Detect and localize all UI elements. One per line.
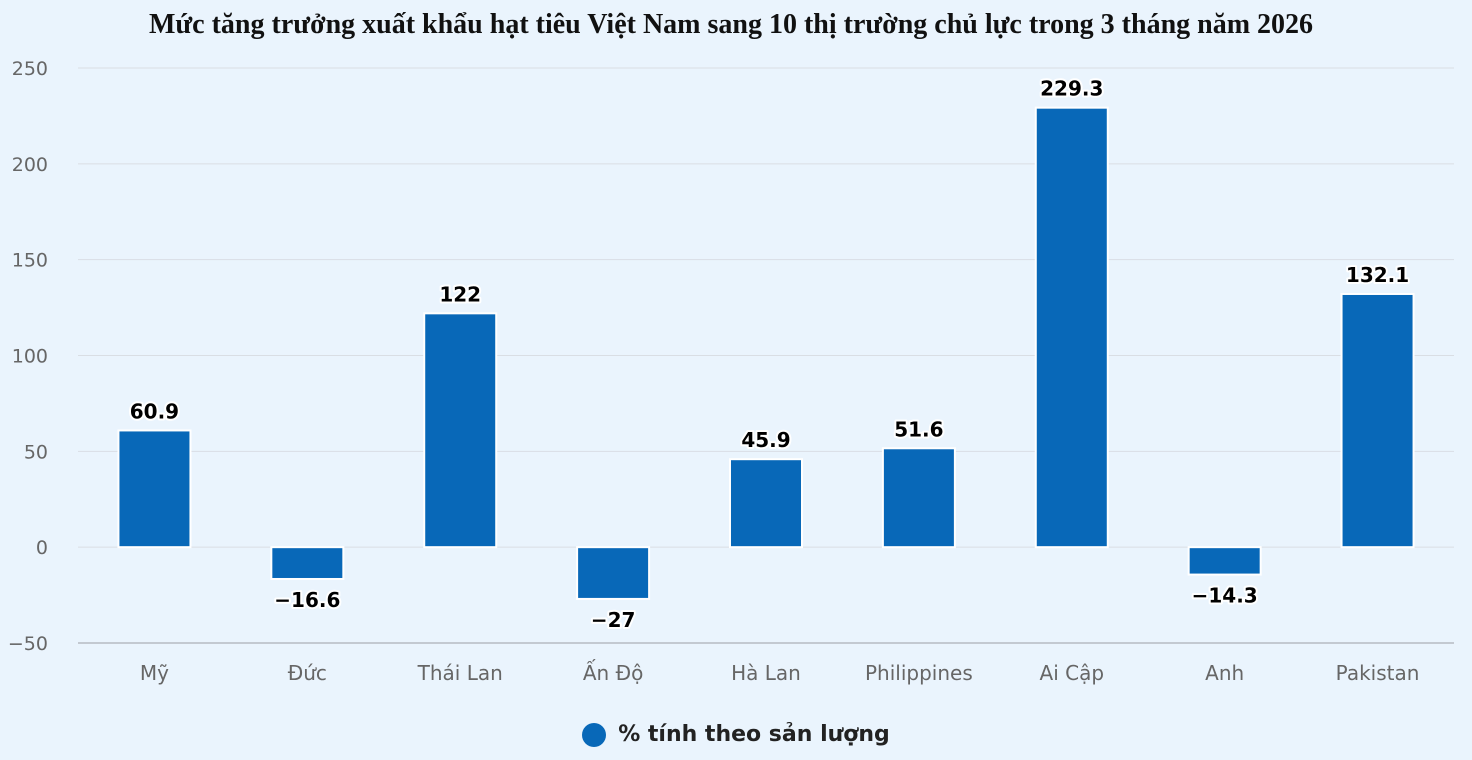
x-tick-label: Pakistan [1336,661,1420,685]
x-tick-label: Thái Lan [417,661,503,685]
x-tick-label: Ai Cập [1040,661,1105,685]
bar[interactable] [1187,546,1262,576]
y-tick-label: 100 [12,346,48,368]
bar[interactable] [117,429,192,549]
data-label: −16.6 [274,588,340,612]
x-axis-ticks: Mỹ Đức Thái Lan Ấn Độ Hà Lan Philippines Ai Cậ… [140,660,1420,685]
y-tick-label: 50 [24,441,48,463]
data-label: 45.9 [741,428,790,452]
chart-title: Mức tăng trưởng xuất khẩu hạt tiêu Việt … [148,9,1314,40]
x-tick-label: Philippines [865,661,973,685]
x-tick-label: Mỹ [140,661,169,685]
legend-marker-icon [582,722,607,747]
legend[interactable]: % tính theo sản lượng [0,722,1472,747]
data-label: 132.1 [1346,263,1409,287]
y-tick-label: 150 [12,250,48,272]
bar[interactable] [576,546,651,600]
bar[interactable] [1340,292,1415,549]
y-axis-ticks: 250 200 150 100 50 0 −50 [8,58,48,655]
data-labels: 60.9 −16.6 122 −27 45.9 51.6 229.3 −14.3 132.1 [128,75,1411,634]
bars [117,106,1415,600]
bar[interactable] [1034,106,1109,549]
bar[interactable] [270,546,345,580]
bar[interactable] [423,312,498,549]
data-label: −27 [591,608,636,632]
y-tick-label: 0 [36,537,48,559]
x-tick-label: Anh [1205,661,1244,685]
y-tick-label: 250 [12,58,48,80]
x-tick-label: Hà Lan [731,661,801,685]
bar[interactable] [729,458,803,549]
y-tick-label: 200 [12,154,48,176]
legend-label: % tính theo sản lượng [618,722,890,747]
data-label: 60.9 [130,399,179,423]
x-tick-label: Đức [288,661,327,685]
bar[interactable] [881,447,956,549]
data-label: −14.3 [1192,584,1258,608]
data-label: 51.6 [894,417,943,441]
data-label: 229.3 [1040,77,1103,101]
y-tick-label: −50 [8,633,48,655]
data-label: 122 [439,282,481,306]
x-tick-label: Ấn Độ [583,660,643,685]
